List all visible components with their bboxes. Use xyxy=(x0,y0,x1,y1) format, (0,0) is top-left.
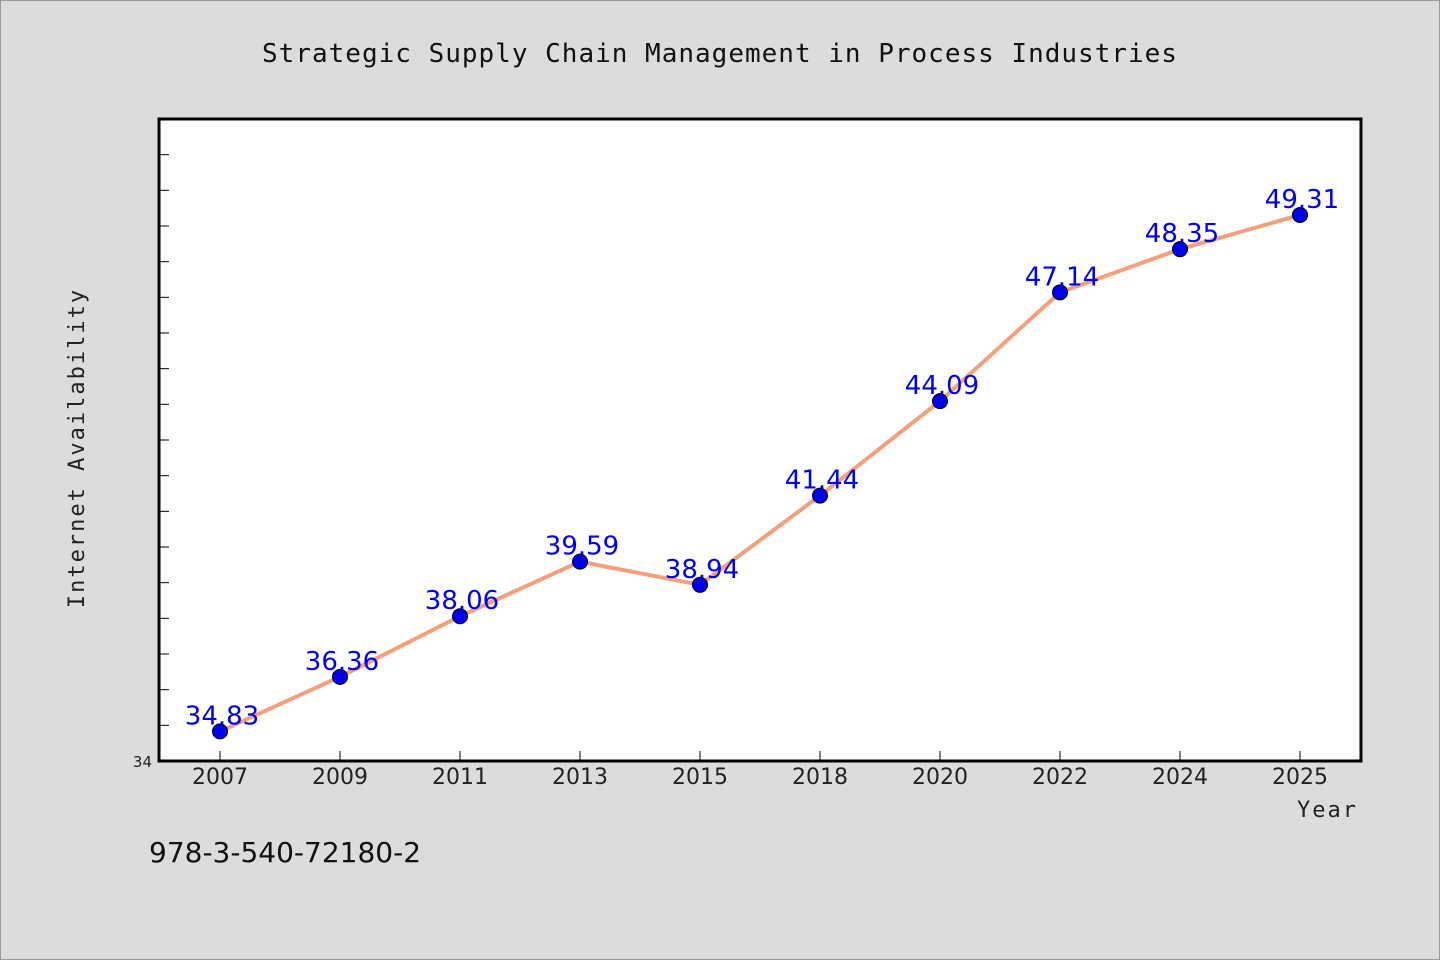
x-axis-ticks: 2007 2009 2011 2013 2015 2018 2020 2022 2024 2025 xyxy=(192,751,1328,790)
data-point xyxy=(332,668,348,685)
data-point xyxy=(452,608,468,625)
data-point xyxy=(1172,241,1188,258)
plot-area xyxy=(157,117,1363,763)
data-point xyxy=(212,723,228,740)
x-tick-label: 2015 xyxy=(672,765,728,790)
x-tick-label: 2018 xyxy=(792,765,848,790)
y-axis-min-label: 34 xyxy=(133,753,152,771)
data-markers xyxy=(212,206,1308,740)
series-line xyxy=(218,212,1302,734)
data-label: 49.31 xyxy=(1265,185,1339,215)
data-label: 38.94 xyxy=(665,555,739,585)
y-axis-label: Internet Availability xyxy=(65,288,90,608)
data-labels: 34.83 36.36 38.06 39.59 38.94 41.44 44.09 47.14… xyxy=(185,185,1339,731)
isbn-footnote: 978-3-540-72180-2 xyxy=(149,836,421,869)
data-point xyxy=(572,553,588,570)
series-line-group xyxy=(218,212,1302,734)
data-point xyxy=(812,487,828,504)
data-point xyxy=(932,393,948,410)
x-axis-label: Year xyxy=(1297,798,1358,823)
data-label: 47.14 xyxy=(1025,262,1099,292)
y-axis-ticks xyxy=(159,154,169,726)
data-label: 44.09 xyxy=(905,371,979,401)
data-label: 36.36 xyxy=(305,647,379,677)
data-label: 41.44 xyxy=(785,466,859,496)
chart-title: Strategic Supply Chain Management in Pro… xyxy=(262,39,1178,69)
data-point xyxy=(1052,284,1068,301)
data-label: 39.59 xyxy=(545,532,619,562)
x-tick-label: 2022 xyxy=(1032,765,1088,790)
x-tick-label: 2024 xyxy=(1152,765,1208,790)
x-tick-label: 2011 xyxy=(432,765,488,790)
data-point xyxy=(1292,206,1308,223)
x-tick-label: 2020 xyxy=(912,765,968,790)
data-point xyxy=(692,576,708,593)
data-label: 38.06 xyxy=(425,586,499,616)
data-label: 48.35 xyxy=(1145,219,1219,249)
x-tick-label: 2009 xyxy=(312,765,368,790)
x-tick-label: 2025 xyxy=(1272,765,1328,790)
x-tick-label: 2007 xyxy=(192,765,248,790)
data-label: 34.83 xyxy=(185,701,259,731)
x-tick-label: 2013 xyxy=(552,765,608,790)
